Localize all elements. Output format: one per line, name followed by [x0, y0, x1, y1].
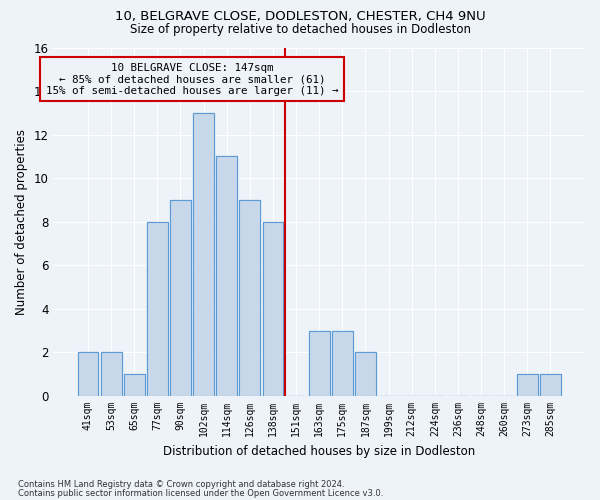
Bar [309, 330, 329, 396]
Bar [147, 222, 168, 396]
Bar [355, 352, 376, 396]
Bar [193, 113, 214, 396]
Text: 10 BELGRAVE CLOSE: 147sqm
← 85% of detached houses are smaller (61)
15% of semi-: 10 BELGRAVE CLOSE: 147sqm ← 85% of detac… [46, 62, 338, 96]
Bar [517, 374, 538, 396]
Bar [263, 222, 283, 396]
Bar [147, 222, 168, 396]
Bar [77, 352, 98, 396]
Text: Contains public sector information licensed under the Open Government Licence v3: Contains public sector information licen… [18, 488, 383, 498]
Bar [540, 374, 561, 396]
Bar [309, 330, 329, 396]
Text: Size of property relative to detached houses in Dodleston: Size of property relative to detached ho… [130, 22, 470, 36]
Bar [101, 352, 122, 396]
Text: 10, BELGRAVE CLOSE, DODLESTON, CHESTER, CH4 9NU: 10, BELGRAVE CLOSE, DODLESTON, CHESTER, … [115, 10, 485, 23]
Bar [193, 113, 214, 396]
Bar [239, 200, 260, 396]
Bar [355, 352, 376, 396]
Bar [170, 200, 191, 396]
X-axis label: Distribution of detached houses by size in Dodleston: Distribution of detached houses by size … [163, 444, 475, 458]
Bar [77, 352, 98, 396]
Bar [263, 222, 283, 396]
Bar [124, 374, 145, 396]
Bar [517, 374, 538, 396]
Bar [101, 352, 122, 396]
Text: Contains HM Land Registry data © Crown copyright and database right 2024.: Contains HM Land Registry data © Crown c… [18, 480, 344, 489]
Bar [217, 156, 237, 396]
Bar [332, 330, 353, 396]
Bar [217, 156, 237, 396]
Bar [540, 374, 561, 396]
Bar [124, 374, 145, 396]
Y-axis label: Number of detached properties: Number of detached properties [15, 129, 28, 315]
Bar [332, 330, 353, 396]
Bar [170, 200, 191, 396]
Bar [239, 200, 260, 396]
